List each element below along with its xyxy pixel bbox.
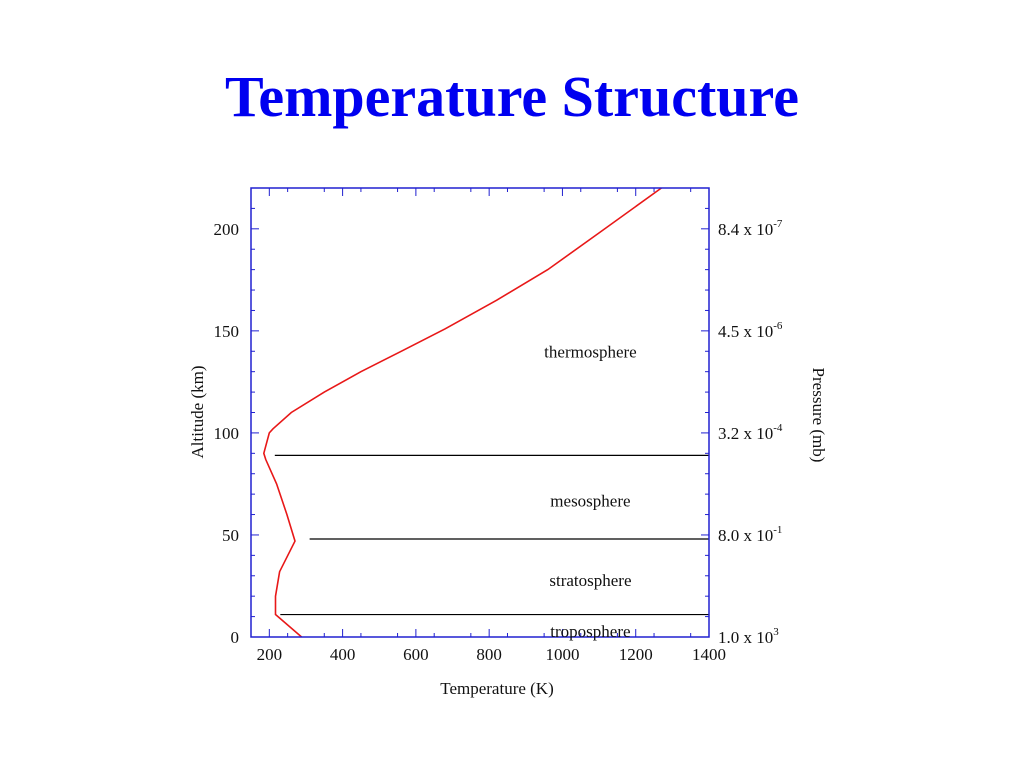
layer-boundaries bbox=[274, 454, 709, 616]
slide-title: Temperature Structure bbox=[225, 64, 799, 129]
y2-axis-label: Pressure (mb) bbox=[809, 368, 828, 463]
y-tick-label: 150 bbox=[214, 322, 240, 341]
layer-label-stratosphere: stratosphere bbox=[549, 571, 631, 590]
y-tick-label: 100 bbox=[214, 424, 240, 443]
temperature-profile bbox=[262, 187, 662, 638]
y-tick-label: 0 bbox=[231, 628, 240, 647]
pressure-tick-label: 1.0 x 103 bbox=[718, 626, 779, 647]
x-tick-label: 1200 bbox=[619, 645, 653, 664]
layer-label-thermosphere: thermosphere bbox=[544, 342, 637, 361]
y-tick-label: 50 bbox=[222, 526, 239, 545]
x-tick-label: 600 bbox=[403, 645, 429, 664]
x-tick-label: 400 bbox=[330, 645, 356, 664]
y-axis-label: Altitude (km) bbox=[188, 365, 207, 458]
pressure-tick-label: 8.0 x 10-1 bbox=[718, 524, 782, 545]
y-tick-label: 200 bbox=[214, 220, 240, 239]
x-axis-label: Temperature (K) bbox=[440, 679, 554, 698]
axis-ticks bbox=[251, 188, 710, 638]
layer-label-troposphere: troposphere bbox=[550, 622, 630, 641]
x-tick-label: 1000 bbox=[545, 645, 579, 664]
temperature-profile-line bbox=[262, 187, 662, 638]
tick-labels: 200 400 600 800 1000 1200 1400 0 50 100 150 200 1.0 … bbox=[214, 218, 783, 664]
pressure-tick-label: 4.5 x 10-6 bbox=[718, 320, 783, 341]
x-tick-label: 200 bbox=[257, 645, 283, 664]
layer-label-mesosphere: mesosphere bbox=[550, 491, 630, 510]
x-tick-label: 800 bbox=[476, 645, 502, 664]
pressure-tick-label: 8.4 x 10-7 bbox=[718, 218, 783, 239]
x-tick-label: 1400 bbox=[692, 645, 726, 664]
pressure-tick-label: 3.2 x 10-4 bbox=[718, 422, 783, 443]
layer-labels: thermosphere mesosphere stratosphere tropos… bbox=[544, 342, 637, 641]
plot-frame bbox=[250, 187, 710, 638]
